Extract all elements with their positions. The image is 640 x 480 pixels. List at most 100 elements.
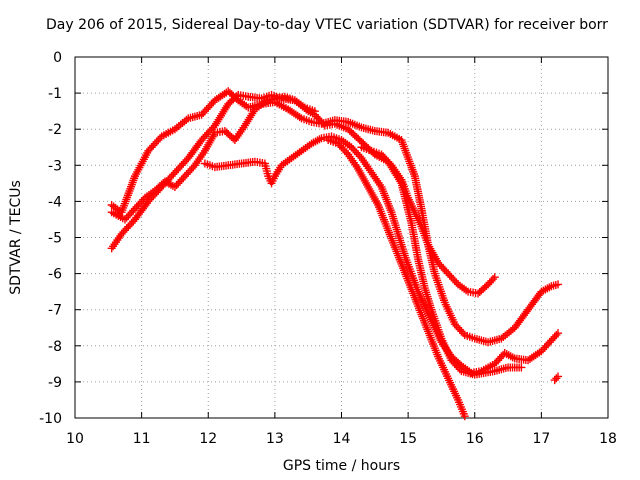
data-marker xyxy=(376,180,385,189)
data-marker xyxy=(453,393,462,402)
data-marker xyxy=(440,296,448,305)
data-marker xyxy=(403,191,412,200)
data-marker xyxy=(423,325,432,334)
data-marker xyxy=(354,150,363,159)
data-marker xyxy=(182,115,191,124)
x-axis-label: GPS time / hours xyxy=(283,458,400,474)
data-marker xyxy=(340,146,349,155)
x-tick-label: 11 xyxy=(133,431,151,447)
series-layer xyxy=(107,87,563,421)
data-marker xyxy=(400,249,409,258)
data-marker xyxy=(403,274,412,283)
x-tick-label: 18 xyxy=(599,431,617,447)
data-marker xyxy=(331,138,340,147)
data-marker xyxy=(462,286,471,295)
data-marker xyxy=(550,332,559,341)
data-marker xyxy=(386,206,395,215)
x-tick-label: 15 xyxy=(399,431,417,447)
data-marker xyxy=(319,119,328,128)
y-tick-label: -1 xyxy=(48,86,62,102)
y-tick-label: -8 xyxy=(48,339,62,355)
data-marker xyxy=(317,117,326,126)
y-tick-label: -10 xyxy=(39,411,62,427)
data-marker xyxy=(459,329,468,338)
y-tick-label: -3 xyxy=(48,158,62,174)
data-marker xyxy=(239,123,248,132)
chart-title: Day 206 of 2015, Sidereal Day-to-day VTE… xyxy=(46,17,608,33)
series-track-1 xyxy=(107,87,563,347)
data-marker xyxy=(207,99,216,108)
data-marker xyxy=(258,99,267,108)
data-marker xyxy=(521,355,530,364)
data-marker xyxy=(180,117,189,126)
data-marker xyxy=(268,95,277,104)
data-marker xyxy=(552,374,561,383)
series-track-7 xyxy=(550,372,563,385)
data-marker xyxy=(141,201,150,210)
data-marker xyxy=(137,197,146,206)
data-marker xyxy=(521,309,530,318)
data-marker xyxy=(374,149,383,158)
data-marker xyxy=(443,372,452,381)
data-marker xyxy=(413,299,422,308)
y-tick-labels: 0 -1 -2 -3 -4 -5 -6 -7 -8 -9 -10 xyxy=(39,50,62,427)
data-marker xyxy=(363,180,372,189)
data-marker xyxy=(396,173,405,182)
y-tick-label: -4 xyxy=(48,194,62,210)
data-marker xyxy=(551,281,560,290)
data-marker xyxy=(416,220,425,229)
data-marker xyxy=(364,145,373,154)
data-marker xyxy=(177,175,186,184)
data-marker xyxy=(127,208,136,217)
data-marker xyxy=(199,148,208,157)
y-tick-label: -7 xyxy=(48,303,62,319)
data-marker xyxy=(497,352,506,361)
data-marker xyxy=(355,122,364,131)
series-track-4 xyxy=(200,132,563,377)
data-marker xyxy=(533,349,542,358)
data-marker xyxy=(241,92,250,101)
y-axis-label: SDTVAR / TECUs xyxy=(8,180,24,295)
data-marker xyxy=(220,89,229,98)
data-marker xyxy=(489,275,498,284)
data-marker xyxy=(227,133,236,142)
data-marker xyxy=(459,409,468,418)
data-marker xyxy=(383,224,392,233)
series-track-6 xyxy=(324,136,469,421)
data-marker xyxy=(544,339,553,348)
data-marker xyxy=(468,333,477,342)
data-marker xyxy=(384,157,393,166)
data-marker xyxy=(354,134,363,143)
data-marker xyxy=(508,353,517,362)
y-tick-label: -5 xyxy=(48,231,62,247)
x-tick-label: 10 xyxy=(66,431,84,447)
data-marker xyxy=(409,206,418,215)
data-marker xyxy=(474,367,483,376)
data-marker xyxy=(308,106,317,115)
data-marker xyxy=(281,104,290,113)
data-marker xyxy=(393,249,402,258)
data-marker xyxy=(506,326,515,335)
data-marker xyxy=(471,289,480,298)
data-marker xyxy=(130,174,139,183)
data-marker xyxy=(315,135,324,144)
data-marker xyxy=(480,283,489,292)
data-marker xyxy=(154,136,163,145)
data-marker xyxy=(368,126,377,135)
data-marker xyxy=(288,95,297,104)
data-marker xyxy=(269,174,278,183)
data-marker xyxy=(298,102,307,111)
x-tick-labels: 10 11 12 13 14 15 16 17 18 xyxy=(66,431,617,447)
data-marker xyxy=(534,291,543,300)
data-marker xyxy=(194,139,203,148)
y-tick-label: -6 xyxy=(48,267,62,283)
data-marker xyxy=(127,219,136,228)
series-track-5 xyxy=(357,143,499,298)
x-tick-label: 13 xyxy=(266,431,284,447)
x-tick-label: 14 xyxy=(333,431,351,447)
data-marker xyxy=(433,350,442,359)
data-marker xyxy=(305,117,314,126)
data-marker xyxy=(295,113,304,122)
x-tick-label: 12 xyxy=(199,431,217,447)
